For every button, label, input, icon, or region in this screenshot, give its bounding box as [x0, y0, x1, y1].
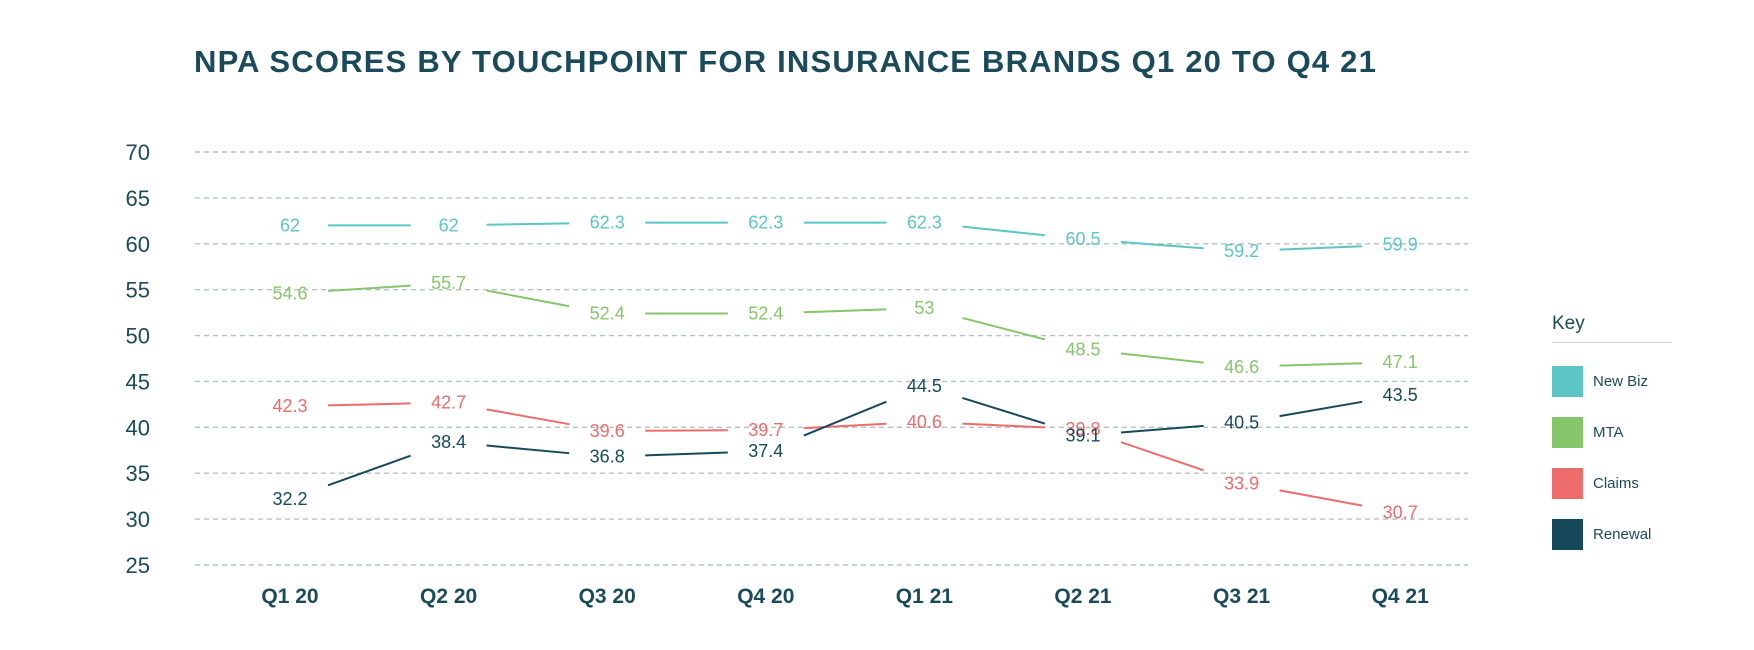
y-tick-label: 50 [126, 324, 150, 349]
legend-label: Renewal [1593, 526, 1652, 543]
data-label: 62 [439, 215, 459, 235]
data-label: 43.5 [1383, 385, 1418, 405]
series-line-segment [1120, 352, 1204, 364]
series-line-segment [803, 400, 887, 437]
series-line-segment [1279, 400, 1363, 418]
x-tick-label: Q1 21 [896, 585, 954, 608]
series-line-segment [803, 422, 887, 430]
legend: Key New Biz MTA Claims Renewal [1552, 313, 1672, 550]
data-label: 37.4 [748, 441, 783, 461]
data-label: 39.1 [1065, 426, 1100, 446]
data-label: 39.7 [748, 420, 783, 440]
series-line-segment [1120, 241, 1204, 250]
data-label: 38.4 [431, 432, 466, 452]
y-tick-label: 35 [126, 461, 150, 486]
series-layer: 62 62 62.3 62.3 62.3 60.5 59.2 59.9 54.6 55.7 52.4… [272, 213, 1417, 523]
data-label: 39.6 [590, 421, 625, 441]
series-line-segment [962, 225, 1046, 237]
legend-items: New Biz MTA Claims Renewal [1552, 366, 1672, 550]
x-tick-label: Q4 20 [737, 585, 794, 608]
data-label: 52.4 [748, 304, 783, 324]
series-line-segment [486, 444, 570, 455]
series-line-segment [1279, 489, 1363, 507]
series-line-segment [327, 284, 411, 292]
legend-title: Key [1552, 313, 1672, 343]
data-label: 62.3 [748, 213, 783, 233]
legend-item: Renewal [1552, 519, 1672, 550]
x-tick-label: Q3 21 [1213, 585, 1271, 608]
legend-label: MTA [1593, 424, 1624, 441]
y-tick-label: 45 [126, 369, 150, 394]
data-label: 60.5 [1065, 229, 1100, 249]
data-label: 42.3 [272, 396, 307, 416]
series-line-segment [486, 408, 570, 426]
data-label: 59.2 [1224, 241, 1259, 261]
y-tick-label: 55 [126, 278, 150, 303]
x-axis-ticks: Q1 20 Q2 20 Q3 20 Q4 20 Q1 21 Q2 21 Q3 21 Q4 21 [261, 585, 1429, 608]
chart-title: NPA SCORES BY TOUCHPOINT FOR INSURANCE B… [194, 44, 1378, 79]
series-line-segment [962, 422, 1046, 429]
series-line-segment [1120, 424, 1204, 434]
data-label: 52.4 [590, 304, 625, 324]
y-tick-label: 70 [126, 140, 150, 165]
data-label: 62.3 [907, 213, 942, 233]
series-line-segment [803, 308, 887, 314]
legend-swatch [1552, 519, 1583, 550]
x-tick-label: Q2 20 [420, 585, 477, 608]
series-line-segment [486, 222, 570, 226]
series-line-segment [962, 396, 1046, 425]
x-tick-label: Q3 20 [579, 585, 636, 608]
series-renewal: 32.2 38.4 36.8 37.4 44.5 39.1 40.5 43.5 [272, 376, 1417, 509]
series-line-segment [327, 454, 411, 487]
grid-lines [195, 151, 1468, 566]
data-label: 36.8 [590, 447, 625, 467]
series-new-biz: 62 62 62.3 62.3 62.3 60.5 59.2 59.9 [280, 213, 1418, 261]
series-line-segment [486, 289, 570, 308]
y-tick-label: 40 [126, 415, 150, 440]
data-label: 40.5 [1224, 413, 1259, 433]
x-tick-label: Q4 21 [1372, 585, 1430, 608]
data-label: 44.5 [907, 376, 942, 396]
data-label: 62 [280, 215, 300, 235]
series-line-segment [1120, 441, 1204, 472]
data-label: 47.1 [1383, 352, 1418, 372]
series-claims: 42.3 42.7 39.6 39.7 40.6 39.8 33.9 30.7 [272, 393, 1417, 523]
legend-item: New Biz [1552, 366, 1672, 397]
data-label: 55.7 [431, 273, 466, 293]
x-tick-label: Q2 21 [1054, 585, 1112, 608]
series-line-segment [645, 451, 728, 457]
x-tick-label: Q1 20 [261, 585, 318, 608]
y-tick-label: 25 [126, 553, 150, 578]
legend-swatch [1552, 417, 1583, 448]
legend-label: Claims [1593, 475, 1639, 492]
series-line-segment [962, 316, 1046, 341]
y-tick-label: 65 [126, 186, 150, 211]
data-label: 40.6 [907, 412, 942, 432]
series-line-segment [327, 402, 411, 407]
data-label: 53 [914, 298, 934, 318]
series-line-segment [1279, 245, 1363, 251]
legend-item: MTA [1552, 417, 1672, 448]
y-tick-label: 30 [126, 507, 150, 532]
legend-swatch [1552, 366, 1583, 397]
series-line-segment [1279, 362, 1363, 367]
series-mta: 54.6 55.7 52.4 52.4 53 48.5 46.6 47.1 [272, 273, 1417, 377]
data-label: 32.2 [272, 489, 307, 509]
data-label: 62.3 [590, 213, 625, 233]
data-label: 54.6 [272, 283, 307, 303]
legend-item: Claims [1552, 468, 1672, 499]
data-label: 59.9 [1383, 235, 1418, 255]
y-axis-ticks: 70 65 60 55 50 45 40 35 30 25 [126, 140, 150, 578]
data-label: 48.5 [1065, 339, 1100, 359]
data-label: 30.7 [1383, 503, 1418, 523]
data-label: 46.6 [1224, 357, 1259, 377]
legend-label: New Biz [1593, 373, 1649, 390]
legend-swatch [1552, 468, 1583, 499]
data-label: 33.9 [1224, 473, 1259, 493]
y-tick-label: 60 [126, 232, 150, 257]
data-label: 42.7 [431, 393, 466, 413]
data-label: 39.8 [1065, 419, 1100, 439]
